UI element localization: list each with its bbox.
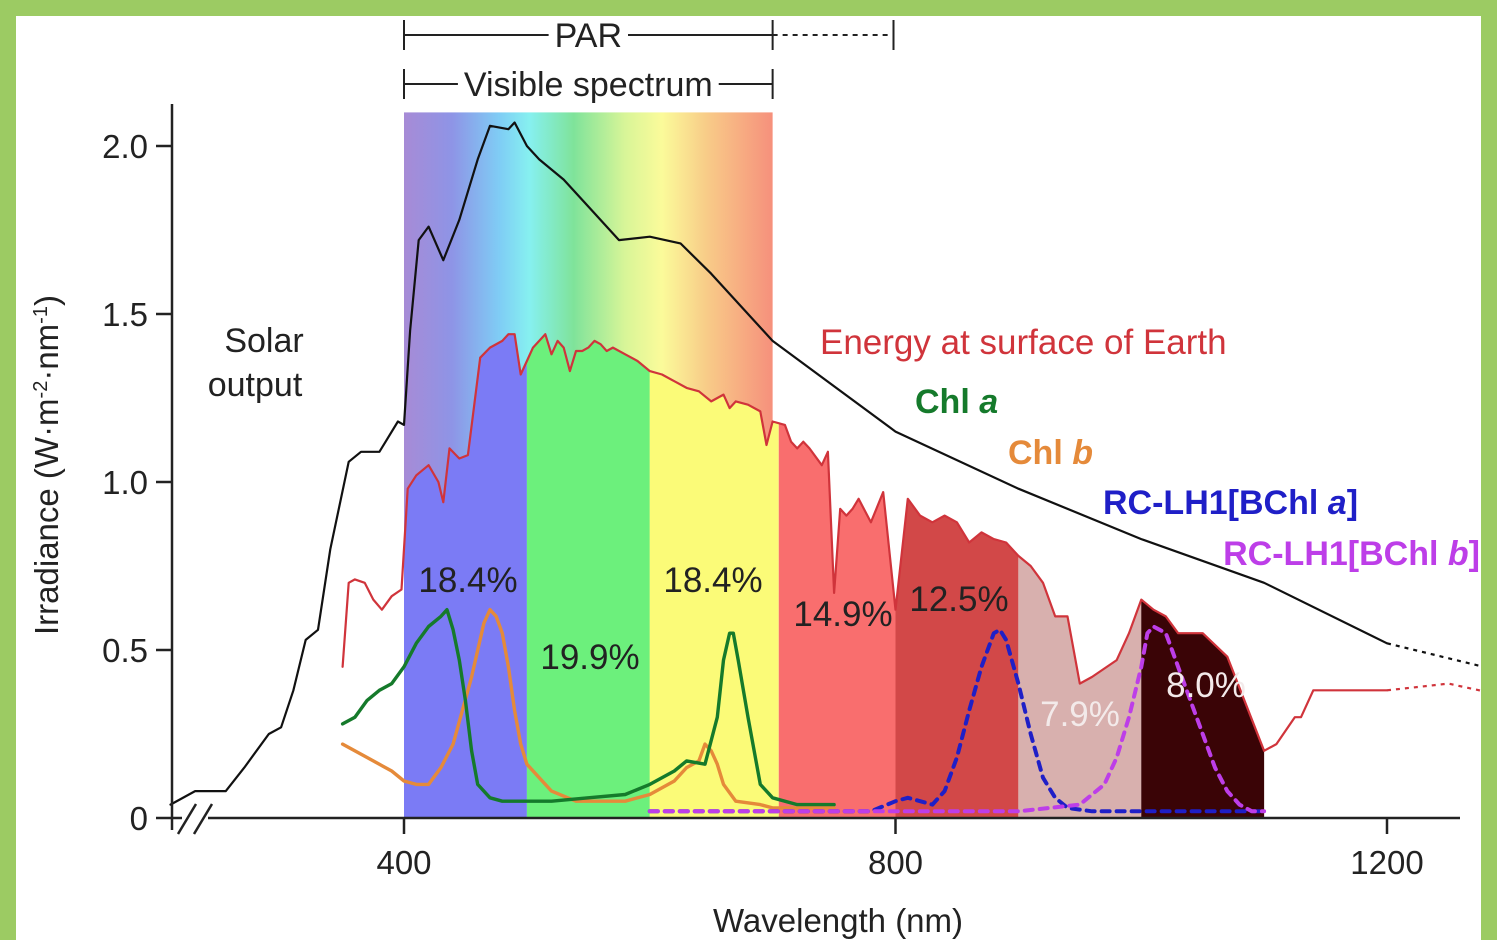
solar-output-label-line1: Solar <box>224 322 303 360</box>
band-2 <box>526 334 650 818</box>
band-5 <box>895 498 1019 818</box>
x-axis-title: Wavelength (nm) <box>713 902 963 939</box>
band-label-1: 18.4% <box>418 561 517 600</box>
y-axis-title: Irradiance (W·m-2·nm-1) <box>28 295 65 635</box>
band-6 <box>1018 555 1142 818</box>
range-brackets: PAR Visible spectrum <box>403 17 895 104</box>
band-labels: 18.4% 19.9% 18.4% 14.9% 12.5% 7.9% 8.0% <box>418 561 1246 734</box>
band-label-6: 7.9% <box>1040 695 1120 734</box>
visible-spectrum-range: Visible spectrum <box>403 66 774 104</box>
energy-at-surface-of-earth-extrapolation <box>1386 682 1481 693</box>
rc-lh1-bchl-b-line <box>647 624 1267 814</box>
series-lines <box>169 121 1481 814</box>
annotations: Solar output Energy at surface of Earth … <box>208 322 1480 573</box>
axis-break-mark-1 <box>176 803 198 835</box>
band-4 <box>778 423 896 818</box>
y-tick-label: 2.0 <box>102 128 148 165</box>
chl-b-label: Chl b <box>1008 434 1093 472</box>
axis-break-mark-2 <box>192 803 214 835</box>
solar-output-extrapolation <box>1386 642 1481 668</box>
chl-a-line <box>340 608 836 807</box>
energy-surface-label: Energy at surface of Earth <box>820 323 1227 362</box>
y-tick-label: 0 <box>130 800 148 837</box>
energy-at-surface-of-earth-line <box>341 333 1389 752</box>
y-tick-label: 0.5 <box>102 632 148 669</box>
axes: 0 0.5 1.0 1.5 2.0 400 800 1200 <box>102 104 1460 881</box>
chl-b-line <box>340 608 836 810</box>
x-tick-label: 400 <box>376 844 431 881</box>
band-label-2: 19.9% <box>540 638 639 677</box>
solar-output-label-line2: output <box>208 366 303 404</box>
y-tick-label: 1.5 <box>102 296 148 333</box>
band-label-5: 12.5% <box>909 580 1008 619</box>
x-tick-label: 800 <box>868 844 923 881</box>
band-label-3: 18.4% <box>663 561 762 600</box>
rc-lh1-bchl-a-label: RC-LH1[BChl a] <box>1103 484 1358 522</box>
par-range-label: PAR <box>555 17 622 55</box>
y-tick-label: 1.0 <box>102 464 148 501</box>
visible-spectrum-range-label: Visible spectrum <box>464 66 713 104</box>
band-label-4: 14.9% <box>793 595 892 634</box>
rc-lh1-bchl-b-label: RC-LH1[BChl b] <box>1223 535 1480 573</box>
rc-lh1-bchl-a-line <box>647 627 1267 814</box>
chl-a-label: Chl a <box>915 383 998 421</box>
solar-output-line <box>169 121 1389 806</box>
par-range: PAR <box>403 17 895 55</box>
band-label-7: 8.0% <box>1166 666 1246 705</box>
x-tick-label: 1200 <box>1350 844 1423 881</box>
irradiance-spectrum-chart: 0 0.5 1.0 1.5 2.0 400 800 1200 PAR Visible spect… <box>28 17 1481 939</box>
band-1 <box>404 334 527 818</box>
